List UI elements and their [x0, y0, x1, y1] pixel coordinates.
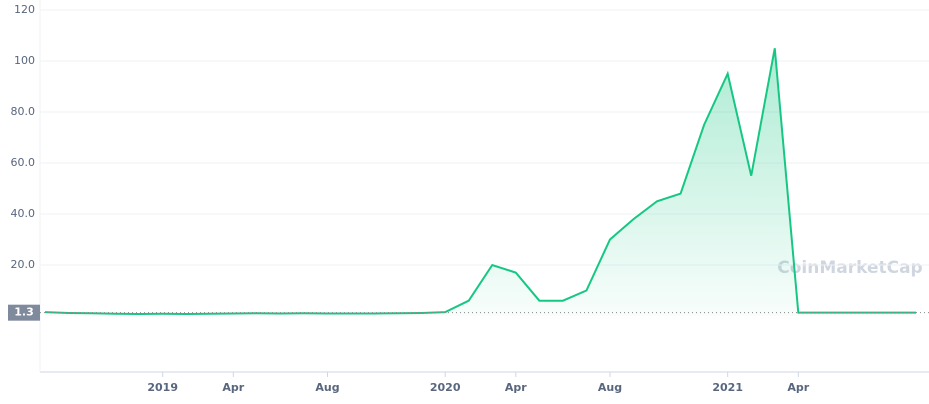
x-tick-label: Aug [598, 381, 622, 394]
y-tick-label: 100 [14, 54, 35, 67]
x-tick-label: Apr [505, 381, 527, 394]
y-tick-label: 60.0 [11, 156, 36, 169]
watermark: CoinMarketCap [777, 258, 922, 278]
x-tick-label: Aug [315, 381, 339, 394]
x-tick-label: 2021 [712, 381, 743, 394]
area-fill [45, 48, 916, 316]
current-price-label: 1.3 [14, 306, 34, 319]
y-tick-label: 40.0 [11, 207, 36, 220]
y-tick-label: 20.0 [11, 258, 36, 271]
price-tag [8, 304, 40, 321]
y-tick-label: 80.0 [11, 105, 36, 118]
y-tick-label: 120 [14, 3, 35, 16]
x-tick-label: Apr [787, 381, 809, 394]
x-tick-label: 2020 [430, 381, 461, 394]
x-tick-label: 2019 [147, 381, 178, 394]
x-tick-label: Apr [222, 381, 244, 394]
price-line [44, 48, 916, 315]
